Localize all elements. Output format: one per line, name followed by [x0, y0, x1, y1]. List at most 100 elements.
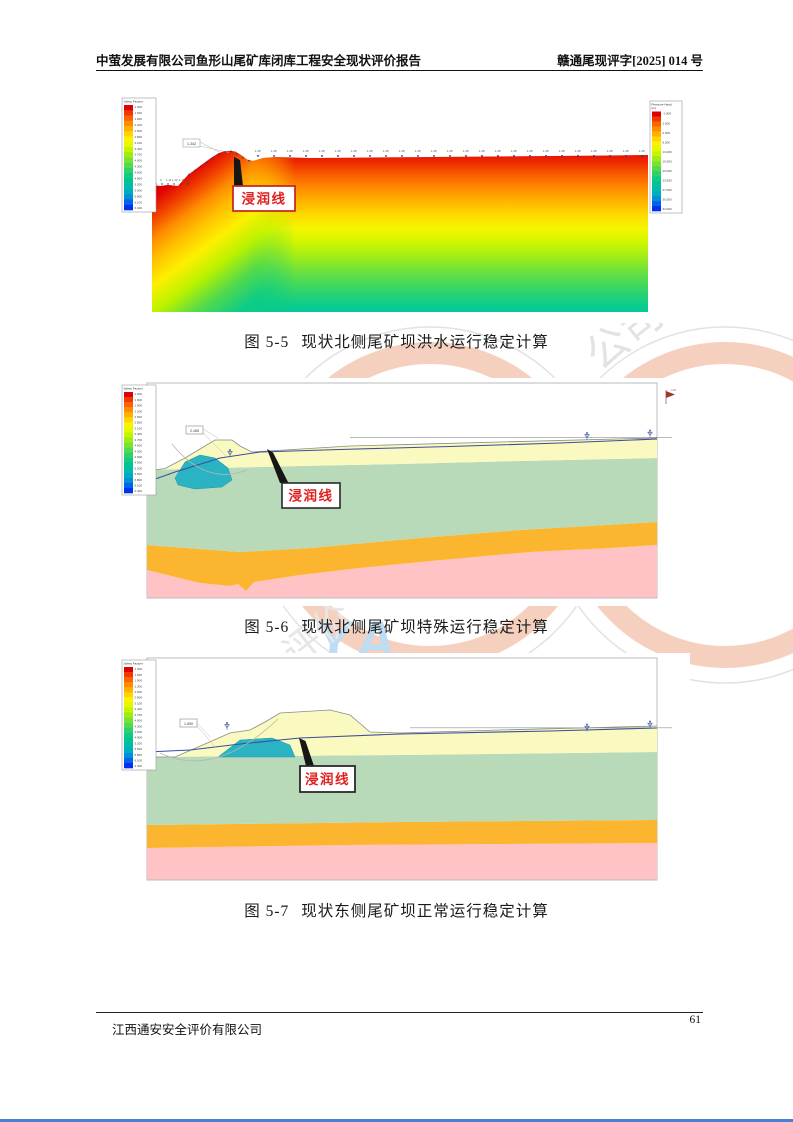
header-doc-number: 赣通尾现评字[2025] 014 号 — [557, 54, 703, 68]
svg-text:4.600: 4.600 — [135, 171, 143, 175]
fig1-surface-markers: 1.28 1.28 1.28 1.28 1.28 1.28 1.28 1.28 1.28 1.28… — [255, 149, 645, 157]
svg-text:6.100: 6.100 — [135, 200, 143, 204]
window-bottom-bar — [0, 1119, 793, 1122]
svg-text:2.800: 2.800 — [135, 696, 143, 700]
safety-factor-legend: Safety Factors1.3001.6001.9002.2002.5002… — [121, 384, 157, 496]
svg-text:1.600: 1.600 — [135, 398, 143, 402]
phreatic-line — [146, 438, 658, 483]
svg-text:3.400: 3.400 — [135, 432, 143, 436]
seepage-contour-slope-overlay — [152, 151, 648, 312]
layer-green — [147, 458, 657, 552]
svg-text:20.000: 20.000 — [663, 169, 673, 173]
svg-text:1.11: 1.11 — [166, 178, 172, 182]
svg-text:4.300: 4.300 — [135, 724, 143, 728]
svg-text:4.600: 4.600 — [135, 730, 143, 734]
svg-text:4.900: 4.900 — [135, 736, 143, 740]
svg-text:1.28: 1.28 — [495, 149, 501, 153]
phreatic-label: 浸润线 — [305, 771, 350, 787]
svg-text:1.28: 1.28 — [591, 149, 597, 153]
figure-5-6-image: 2.165 0.00 浸润线 Safety Factors 1.300 1.600 1… — [110, 378, 690, 606]
caption-title: 现状东侧尾矿坝正常运行稳定计算 — [301, 903, 549, 920]
svg-text:1.28: 1.28 — [351, 149, 357, 153]
pressure-head-legend: Pressure Head(m) -1.000 2.500 6.000 9.500 13.… — [649, 100, 683, 214]
svg-text:1.28: 1.28 — [367, 149, 373, 153]
svg-text:5.500: 5.500 — [135, 188, 143, 192]
svg-text:6.000: 6.000 — [663, 131, 671, 135]
slip-circle-arc — [171, 443, 248, 475]
header-rule — [96, 70, 703, 71]
svg-text:1.28: 1.28 — [335, 149, 341, 153]
svg-text:1.900: 1.900 — [135, 404, 143, 408]
svg-text:4.300: 4.300 — [135, 165, 143, 169]
svg-text:1.28: 1.28 — [559, 149, 565, 153]
caption-title: 现状北侧尾矿坝洪水运行稳定计算 — [301, 334, 549, 351]
svg-text:6.100: 6.100 — [135, 483, 143, 487]
svg-text:1.600: 1.600 — [135, 111, 143, 115]
svg-text:(m): (m) — [652, 106, 657, 110]
layer-orange — [147, 522, 657, 591]
phreatic-label: 浸润线 — [289, 488, 334, 504]
phreatic-arrow — [299, 738, 314, 766]
phreatic-label-box — [232, 185, 296, 212]
svg-text:0: 0 — [160, 178, 162, 182]
svg-text:1.28: 1.28 — [255, 149, 261, 153]
fos-value: 1.342 — [187, 142, 196, 146]
safety-factor-legend: Safety Factors1.3001.6001.9002.2002.5002… — [121, 97, 157, 213]
ground-surface-line — [146, 437, 658, 472]
page-number: 61 — [689, 1014, 702, 1026]
svg-text:4.000: 4.000 — [135, 159, 143, 163]
svg-text:1.900: 1.900 — [135, 117, 143, 121]
svg-text:1.13: 1.13 — [172, 178, 178, 182]
svg-text:1.28: 1.28 — [415, 149, 421, 153]
svg-text:3.400: 3.400 — [135, 147, 143, 151]
svg-text:1.28: 1.28 — [447, 149, 453, 153]
caption-label: 图 5-6 — [244, 619, 290, 636]
svg-text:Safety Factors: Safety Factors — [124, 387, 144, 391]
figure-5-5-image: 1.342 1.28 1.28 1.28 1.28 1.28 1.28 1.28 1.28 1.… — [110, 95, 690, 323]
page-header: 中萤发展有限公司鱼形山尾矿库闭库工程安全现状评价报告 赣通尾现评字[2025] … — [96, 50, 703, 69]
svg-text:1.28: 1.28 — [543, 149, 549, 153]
fos-callout: 1.342 — [182, 138, 230, 153]
svg-text:13.000: 13.000 — [663, 150, 673, 154]
svg-text:4.600: 4.600 — [135, 455, 143, 459]
svg-text:6.400: 6.400 — [135, 206, 143, 210]
fig1-slope-dots — [188, 150, 250, 176]
svg-text:1.300: 1.300 — [135, 667, 143, 671]
footer-rule — [96, 1012, 703, 1013]
svg-text:34.000: 34.000 — [663, 207, 673, 211]
svg-text:3.100: 3.100 — [135, 141, 143, 145]
svg-text:Pressure Head: Pressure Head — [652, 103, 672, 107]
svg-text:-1.000: -1.000 — [663, 112, 672, 116]
svg-text:3.400: 3.400 — [135, 707, 143, 711]
svg-text:2.200: 2.200 — [135, 123, 143, 127]
svg-text:2.500: 2.500 — [135, 129, 143, 133]
svg-text:3.700: 3.700 — [135, 153, 143, 157]
svg-text:Safety Factors: Safety Factors — [124, 100, 144, 104]
svg-text:4.000: 4.000 — [135, 444, 143, 448]
svg-text:5.200: 5.200 — [135, 182, 143, 186]
svg-text:5.500: 5.500 — [135, 747, 143, 751]
svg-text:1.28: 1.28 — [639, 149, 645, 153]
svg-text:4.900: 4.900 — [135, 176, 143, 180]
svg-text:1.28: 1.28 — [271, 149, 277, 153]
svg-text:1.28: 1.28 — [527, 149, 533, 153]
layer-pink — [147, 843, 657, 880]
svg-text:5.200: 5.200 — [135, 741, 143, 745]
svg-text:5.800: 5.800 — [135, 194, 143, 198]
phreatic-arrow — [234, 157, 243, 186]
phreatic-line — [146, 727, 658, 753]
svg-text:1.300: 1.300 — [135, 105, 143, 109]
phreatic-label-box — [281, 482, 341, 509]
fos-value: 1.590 — [184, 722, 193, 726]
figure-5-5-caption: 图 5-5 现状北侧尾矿坝洪水运行稳定计算 — [0, 330, 793, 352]
svg-text:27.000: 27.000 — [663, 188, 673, 192]
svg-text:4.000: 4.000 — [135, 719, 143, 723]
svg-text:1.17: 1.17 — [186, 178, 192, 182]
phreatic-arrow — [267, 449, 289, 483]
water-table-markers — [224, 720, 653, 732]
svg-text:Safety Factors: Safety Factors — [124, 662, 144, 666]
svg-text:1.28: 1.28 — [431, 149, 437, 153]
svg-text:6.400: 6.400 — [135, 489, 143, 493]
svg-text:5.500: 5.500 — [135, 472, 143, 476]
fos-callout: 2.165 — [185, 425, 227, 457]
